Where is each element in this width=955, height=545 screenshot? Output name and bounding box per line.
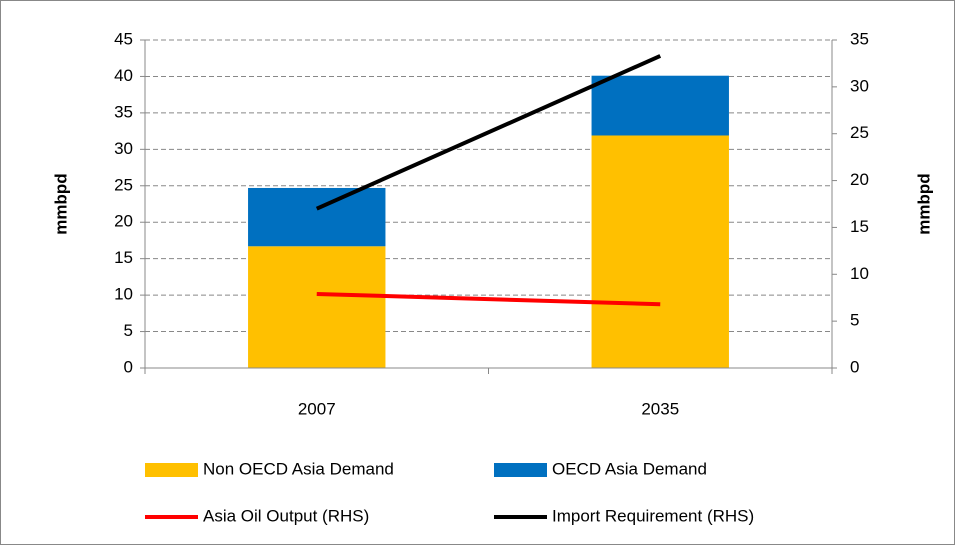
y-tick-label: 15: [114, 248, 133, 267]
bar: [248, 187, 386, 247]
y-tick-label: 35: [114, 102, 133, 121]
y-tick-label: 45: [114, 29, 133, 48]
y-tick-label: 0: [124, 357, 133, 376]
y-axis-label: mmbpd: [51, 173, 70, 234]
legend-swatch: [494, 463, 547, 477]
line-series: [315, 54, 662, 211]
y-tick-label: 30: [114, 139, 133, 158]
bar: [591, 135, 729, 368]
y2-tick-label: 35: [850, 29, 869, 48]
y-tick-label: 10: [114, 285, 133, 304]
x-tick-label: 2035: [641, 399, 679, 418]
y2-tick-label: 0: [850, 357, 859, 376]
legend-swatch: [145, 463, 198, 477]
y2-tick-label: 25: [850, 123, 869, 142]
legend-label: Import Requirement (RHS): [552, 506, 754, 525]
legend-label: Non OECD Asia Demand: [203, 459, 394, 478]
y2-axis-label: mmbpd: [914, 173, 933, 234]
bar: [248, 246, 386, 368]
y-tick-label: 20: [114, 212, 133, 231]
y2-tick-label: 10: [850, 264, 869, 283]
y2-tick-label: 5: [850, 311, 859, 330]
y2-tick-label: 30: [850, 76, 869, 95]
y2-tick-label: 15: [850, 217, 869, 236]
legend-label: Asia Oil Output (RHS): [203, 506, 369, 525]
legend-label: OECD Asia Demand: [552, 459, 707, 478]
bar: [591, 75, 729, 136]
line-series: [316, 291, 661, 307]
y-tick-label: 5: [124, 321, 133, 340]
y-tick-label: 25: [114, 175, 133, 194]
y2-tick-label: 20: [850, 170, 869, 189]
x-tick-label: 2007: [298, 399, 336, 418]
y-tick-label: 40: [114, 66, 133, 85]
